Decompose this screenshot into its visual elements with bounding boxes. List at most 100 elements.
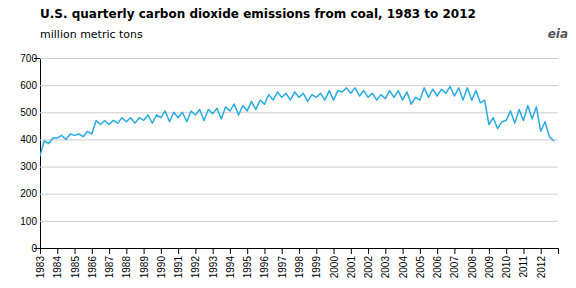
tick-mark bbox=[437, 248, 438, 254]
x-tick-label: 1990 bbox=[156, 256, 167, 279]
x-tick: 2001 bbox=[346, 248, 357, 278]
x-tick-label: 2011 bbox=[518, 256, 529, 278]
y-tick-label: 100 bbox=[20, 216, 37, 227]
tick-mark bbox=[40, 248, 41, 254]
x-tick-label: 2003 bbox=[380, 256, 391, 279]
x-tick: 1996 bbox=[259, 248, 270, 278]
y-tick-label: 500 bbox=[20, 107, 37, 118]
x-tick-label: 2009 bbox=[484, 256, 495, 279]
tick-mark bbox=[385, 248, 386, 254]
x-tick: 1984 bbox=[52, 248, 63, 278]
x-tick-label: 2010 bbox=[501, 256, 512, 279]
tick-mark bbox=[230, 248, 231, 254]
x-tick: 2004 bbox=[398, 248, 409, 278]
y-tick: 0 bbox=[31, 243, 558, 254]
x-tick-label: 1991 bbox=[173, 256, 184, 279]
x-tick-label: 2008 bbox=[467, 256, 478, 279]
tick-mark bbox=[334, 248, 335, 254]
x-tick: 1997 bbox=[277, 248, 288, 278]
x-tick: 2006 bbox=[432, 248, 443, 278]
y-tick: 700 bbox=[20, 53, 558, 64]
x-tick-label: 2005 bbox=[415, 256, 426, 279]
tick-mark bbox=[178, 248, 179, 254]
x-tick-label: 1995 bbox=[242, 256, 253, 279]
grid-line bbox=[40, 112, 558, 113]
grid-line bbox=[40, 167, 558, 168]
x-tick-label: 1996 bbox=[259, 256, 270, 279]
x-tick: 1991 bbox=[173, 248, 184, 278]
tick-mark bbox=[161, 248, 162, 254]
y-tick: 400 bbox=[20, 134, 558, 145]
grid-line bbox=[40, 194, 558, 195]
tick-mark bbox=[316, 248, 317, 254]
x-tick: 1999 bbox=[311, 248, 322, 278]
tick-mark bbox=[454, 248, 455, 254]
x-tick-label: 1992 bbox=[190, 256, 201, 279]
x-tick: 2005 bbox=[415, 248, 426, 278]
tick-mark bbox=[523, 248, 524, 254]
tick-mark bbox=[351, 248, 352, 254]
x-tick-label: 2006 bbox=[432, 256, 443, 279]
tick-mark bbox=[57, 248, 58, 254]
tick-mark bbox=[420, 248, 421, 254]
tick-mark bbox=[403, 248, 404, 254]
tick-mark bbox=[126, 248, 127, 254]
x-tick: 2000 bbox=[329, 248, 340, 278]
tick-mark bbox=[264, 248, 265, 254]
x-tick: 2011 bbox=[518, 248, 529, 278]
x-tick: 2003 bbox=[380, 248, 391, 278]
x-tick: 1986 bbox=[87, 248, 98, 278]
x-tick: 1992 bbox=[190, 248, 201, 278]
tick-mark bbox=[472, 248, 473, 254]
y-tick-label: 700 bbox=[20, 53, 37, 64]
tick-mark bbox=[247, 248, 248, 254]
y-tick: 300 bbox=[20, 161, 558, 172]
x-tick-label: 1997 bbox=[277, 256, 288, 279]
x-tick: 1983 bbox=[35, 248, 46, 278]
x-tick-label: 1986 bbox=[87, 256, 98, 279]
x-tick-label: 1999 bbox=[311, 256, 322, 279]
y-tick: 200 bbox=[20, 188, 558, 199]
tick-mark bbox=[541, 248, 542, 254]
x-tick-label: 1993 bbox=[208, 256, 219, 279]
x-tick: 2008 bbox=[467, 248, 478, 278]
x-tick: 1993 bbox=[208, 248, 219, 278]
tick-mark bbox=[144, 248, 145, 254]
tick-mark bbox=[92, 248, 93, 254]
tick-mark bbox=[489, 248, 490, 254]
grid-line bbox=[40, 139, 558, 140]
x-tick: 1987 bbox=[104, 248, 115, 278]
subtitle: million metric tons bbox=[40, 28, 143, 41]
x-tick: 2009 bbox=[484, 248, 495, 278]
tick-mark bbox=[282, 248, 283, 254]
x-tick-label: 1985 bbox=[70, 256, 81, 279]
x-tick: 1998 bbox=[294, 248, 305, 278]
x-tick-label: 2001 bbox=[346, 256, 357, 279]
x-tick-label: 1988 bbox=[121, 256, 132, 279]
x-tick: 1990 bbox=[156, 248, 167, 278]
x-tick-label: 2004 bbox=[398, 256, 409, 279]
x-tick-label: 1984 bbox=[52, 256, 63, 279]
x-tick: 1994 bbox=[225, 248, 236, 278]
y-tick-label: 400 bbox=[20, 134, 37, 145]
x-tick-label: 1987 bbox=[104, 256, 115, 279]
y-tick-label: 300 bbox=[20, 161, 37, 172]
chart: U.S. quarterly carbon dioxide emissions … bbox=[0, 0, 576, 288]
tick-mark bbox=[195, 248, 196, 254]
grid-line bbox=[40, 85, 558, 86]
x-axis-line bbox=[41, 249, 559, 255]
y-tick-label: 600 bbox=[20, 80, 37, 91]
x-tick-label: 2000 bbox=[329, 256, 340, 279]
tick-mark bbox=[213, 248, 214, 254]
x-tick: 2012 bbox=[536, 248, 547, 278]
x-axis: 1983 1984 1985 1986 1987 1988 1989 1990 1991 1992… bbox=[35, 248, 559, 278]
x-tick-label: 1983 bbox=[35, 256, 46, 279]
grid-line bbox=[40, 58, 558, 59]
x-tick-label: 1998 bbox=[294, 256, 305, 279]
x-tick: 1989 bbox=[139, 248, 150, 278]
tick-mark bbox=[299, 248, 300, 254]
y-tick: 500 bbox=[20, 107, 558, 118]
y-axis: 0 100 200 300 400 500 600 700 bbox=[20, 53, 558, 254]
y-tick-label: 0 bbox=[31, 243, 37, 254]
x-tick-label: 2012 bbox=[536, 256, 547, 279]
